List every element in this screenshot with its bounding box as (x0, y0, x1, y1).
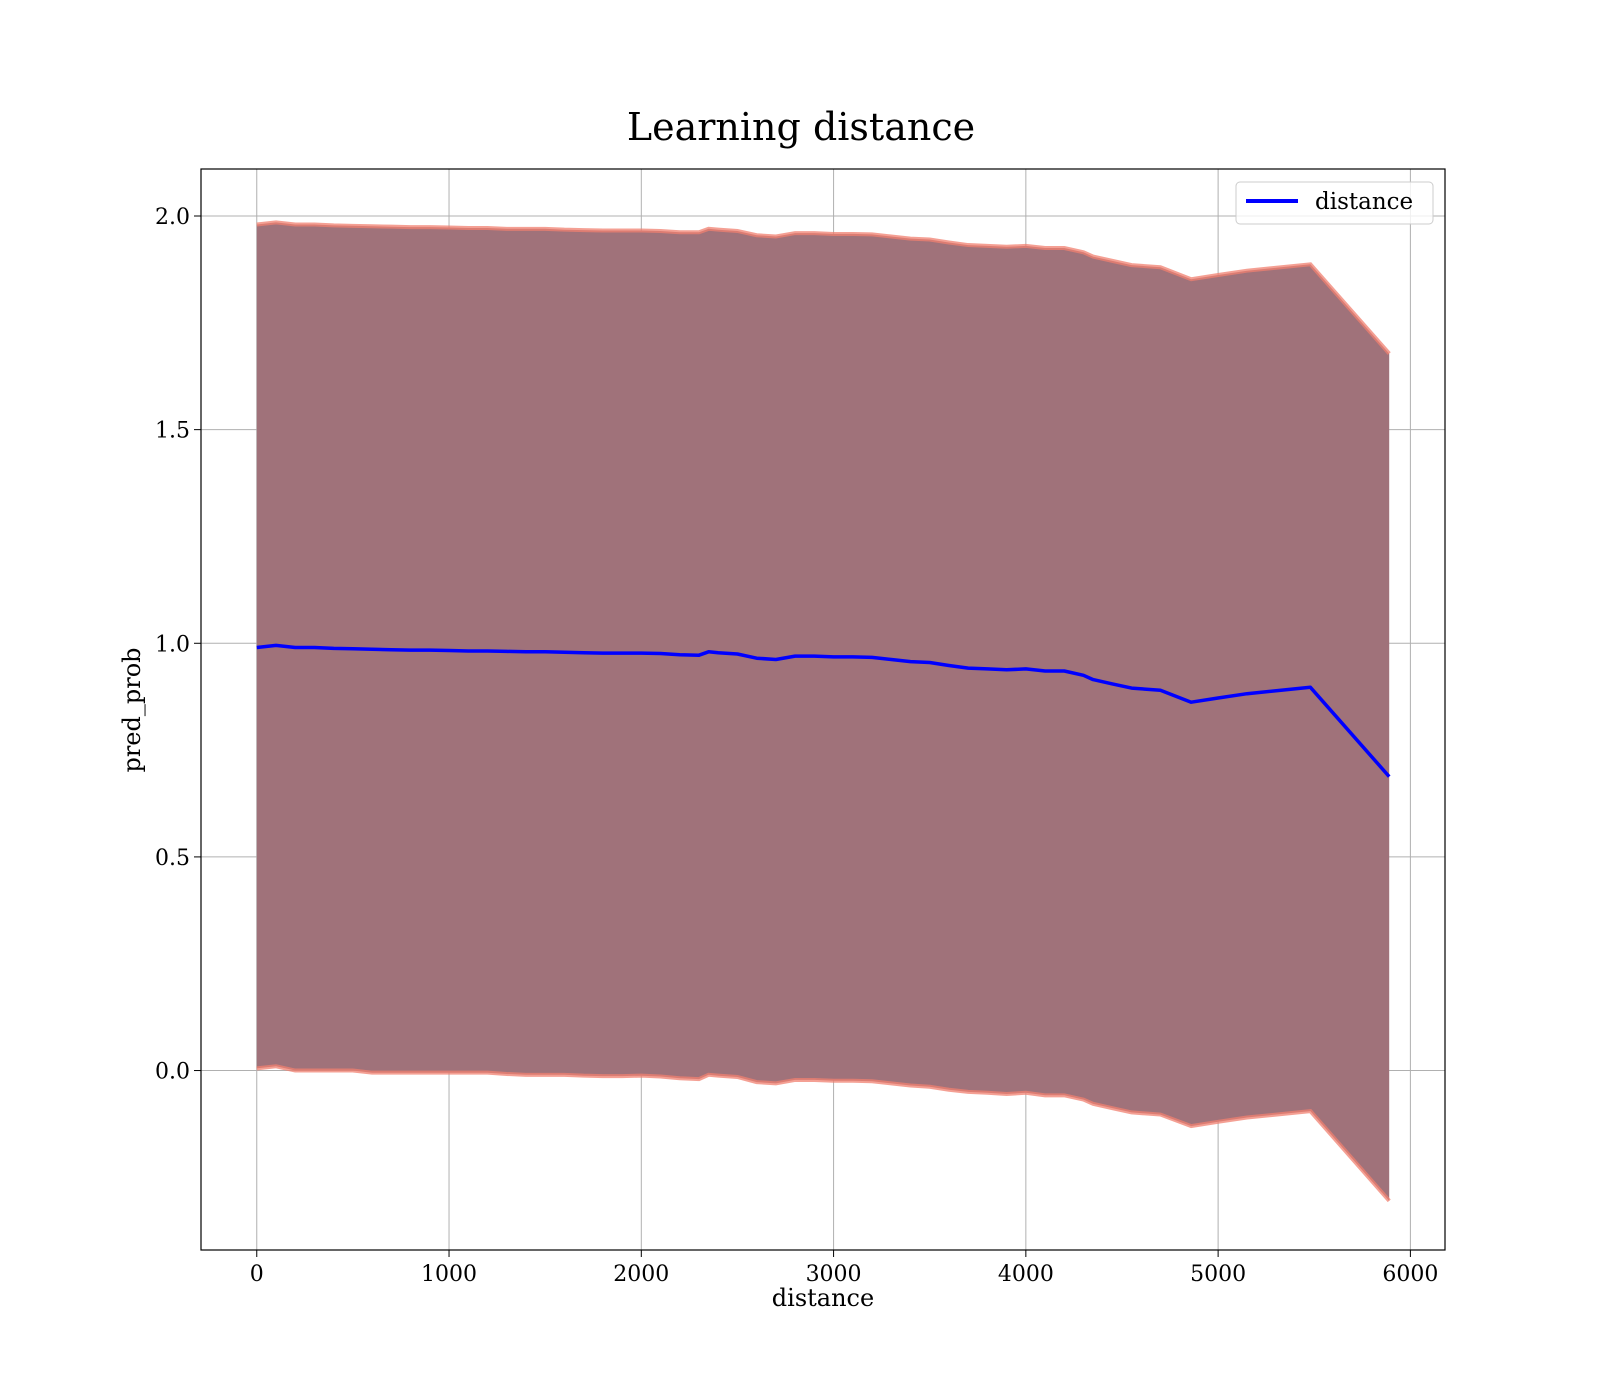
x-tick-label: 5000 (1190, 1262, 1246, 1287)
chart-title: Learning distance (627, 105, 975, 149)
x-tick-label: 4000 (998, 1262, 1054, 1287)
confidence-band (256, 220, 1391, 1203)
band-lower-edge (256, 1064, 1391, 1203)
x-tick-label: 2000 (613, 1262, 669, 1287)
x-axis-ticks: 0 1000 2000 3000 4000 5000 6000 (250, 1250, 1438, 1287)
y-axis-label: pred_prob (118, 647, 146, 772)
band-fill (256, 222, 1390, 1201)
band-upper-edge (256, 220, 1391, 355)
y-tick-label: 2.0 (155, 205, 190, 230)
x-tick-label: 3000 (806, 1262, 862, 1287)
x-axis-label: distance (772, 1284, 874, 1312)
legend-label: distance (1315, 189, 1413, 215)
y-tick-label: 1.0 (155, 632, 190, 657)
y-tick-label: 0.0 (155, 1060, 190, 1085)
y-tick-label: 1.5 (155, 419, 190, 444)
plot-frame (200, 168, 1446, 1251)
series-line-distance (256, 643, 1391, 778)
series-lines (256, 643, 1391, 778)
x-tick-label: 1000 (421, 1262, 477, 1287)
legend: distance (1235, 181, 1434, 225)
y-tick-label: 0.5 (155, 846, 190, 871)
legend-box (1235, 181, 1434, 225)
y-axis-ticks: 0.0 0.5 1.0 1.5 2.0 (155, 205, 201, 1085)
x-tick-label: 0 (250, 1262, 264, 1287)
x-tick-label: 6000 (1382, 1262, 1438, 1287)
